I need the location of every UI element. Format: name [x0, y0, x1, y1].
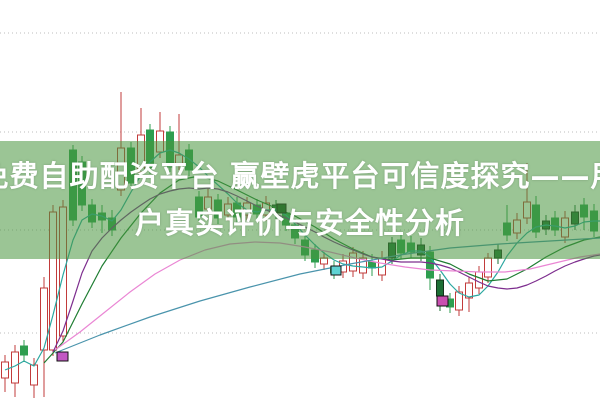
- headline-line-1: 免费自助配资平台 赢壁虎平台可信度探究——用: [0, 159, 600, 193]
- headline-line-2: 户真实评价与安全性分析: [134, 206, 465, 240]
- headline-overlay-band: 免费自助配资平台 赢壁虎平台可信度探究——用 户真实评价与安全性分析: [0, 141, 600, 259]
